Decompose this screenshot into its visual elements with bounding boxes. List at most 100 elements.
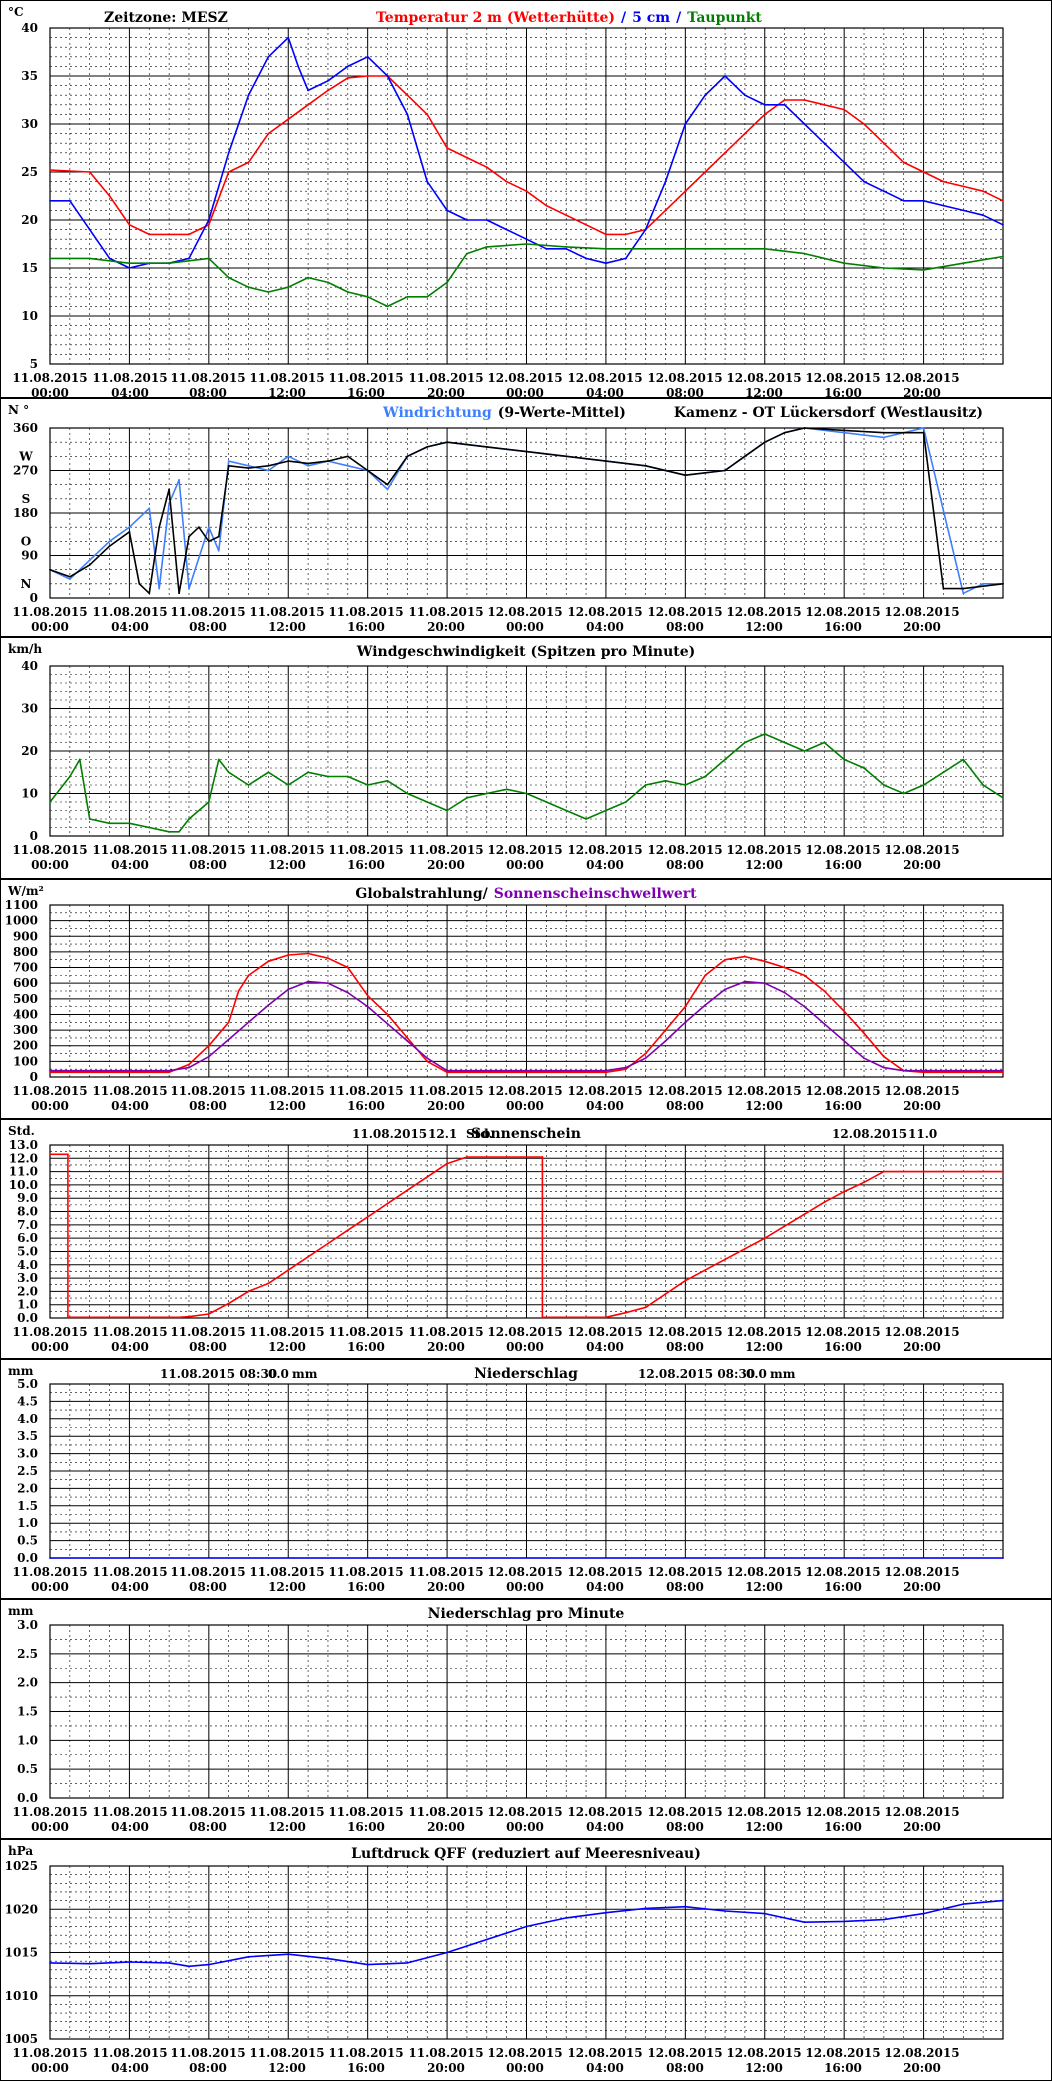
x-tick-date: 11.08.2015	[12, 371, 87, 385]
x-tick-time: 08:00	[189, 1340, 227, 1354]
data-point	[108, 822, 111, 825]
y-tick-label: 100	[13, 1054, 38, 1068]
x-tick-date: 11.08.2015	[328, 2046, 403, 2060]
data-point	[803, 974, 806, 977]
y-tick-label: 0	[30, 591, 38, 605]
data-point	[49, 199, 51, 202]
data-point	[227, 171, 230, 173]
data-point	[664, 1029, 667, 1031]
data-point	[704, 1004, 707, 1006]
data-point	[406, 94, 409, 97]
data-point	[307, 464, 310, 467]
x-tick-time: 16:00	[347, 1580, 385, 1594]
data-point	[327, 982, 329, 985]
x-tick-time: 12:00	[745, 1340, 783, 1354]
x-tick-time: 00:00	[506, 1580, 544, 1594]
data-point	[446, 1069, 448, 1072]
title-part: Luftdruck QFF (reduziert auf Meeresnivea…	[351, 1846, 701, 1862]
x-tick-date: 11.08.2015	[170, 605, 245, 619]
data-point	[237, 990, 240, 992]
data-point	[128, 526, 131, 529]
data-point	[485, 1156, 488, 1158]
data-point	[327, 1242, 329, 1245]
x-tick-date: 12.08.2015	[805, 1565, 880, 1579]
x-tick-time: 20:00	[903, 386, 941, 400]
x-tick-date: 11.08.2015	[249, 1565, 324, 1579]
data-point	[505, 228, 508, 231]
data-point	[446, 809, 448, 812]
x-tick-time: 04:00	[111, 1099, 149, 1113]
data-point	[247, 1955, 250, 1958]
x-tick-time: 04:00	[586, 1340, 624, 1354]
data-point	[287, 1953, 290, 1956]
y-tick-label: 40	[21, 659, 38, 673]
x-tick-time: 04:00	[586, 858, 624, 872]
data-point	[962, 209, 965, 212]
x-tick-time: 12:00	[268, 2061, 306, 2075]
x-tick-date: 11.08.2015	[249, 371, 324, 385]
y-tick-label: 0.5	[17, 1762, 38, 1776]
x-tick-time: 08:00	[666, 858, 704, 872]
data-point	[763, 733, 766, 735]
data-point	[466, 796, 468, 799]
data-point	[843, 1040, 846, 1042]
data-point	[327, 79, 329, 82]
data-point	[49, 1071, 51, 1074]
unit-label: mm	[8, 1604, 34, 1618]
data-point	[426, 1057, 429, 1060]
data-point	[485, 445, 488, 448]
data-point	[942, 587, 945, 590]
x-tick-date: 11.08.2015	[92, 1565, 167, 1579]
x-tick-date: 12.08.2015	[805, 1325, 880, 1339]
data-point	[297, 65, 300, 68]
chart-title: Globalstrahlung/Sonnenscheinschwellwert	[355, 886, 697, 902]
data-point	[485, 792, 488, 795]
data-point	[1002, 199, 1004, 202]
x-tick-time: 16:00	[824, 858, 862, 872]
x-tick-time: 12:00	[268, 1340, 306, 1354]
data-point	[426, 113, 429, 116]
data-point	[406, 1961, 409, 1964]
y-tick-label: 1005	[5, 2032, 38, 2046]
x-tick-time: 00:00	[31, 1099, 69, 1113]
data-point	[942, 204, 945, 207]
data-point	[207, 1055, 210, 1058]
data-point	[207, 1963, 210, 1966]
y-tick-label: 360	[13, 421, 38, 435]
data-point	[386, 1202, 389, 1205]
x-tick-time: 04:00	[111, 620, 149, 634]
data-point	[426, 1176, 429, 1178]
y-tick-label: 2.0	[17, 1481, 38, 1495]
data-point	[565, 247, 568, 250]
data-point	[505, 1156, 508, 1158]
data-point	[466, 156, 468, 159]
data-point	[406, 1040, 409, 1042]
y-tick-label: 30	[21, 702, 38, 716]
plot-frame	[49, 1624, 1004, 1799]
x-tick-time: 20:00	[427, 386, 465, 400]
x-tick-time: 20:00	[903, 1580, 941, 1594]
data-point	[168, 1069, 171, 1072]
data-point	[1002, 255, 1004, 258]
x-tick-time: 20:00	[903, 858, 941, 872]
x-tick-date: 11.08.2015	[328, 371, 403, 385]
data-point	[982, 784, 985, 786]
data-point	[247, 1021, 250, 1024]
chart-precip_minute: 0.0 0.5 1.0 1.5 2.0 2.5 3.0mm Niederschlag pro …	[0, 1599, 1052, 1839]
data-point	[565, 809, 568, 812]
data-point	[227, 771, 230, 774]
data-point	[247, 467, 250, 470]
y-tick-label: 4.0	[17, 1258, 38, 1272]
x-tick-time: 16:00	[347, 1340, 385, 1354]
x-tick-time: 16:00	[347, 386, 385, 400]
data-point	[426, 445, 429, 448]
summary-value: 0.0	[746, 1367, 767, 1381]
data-point	[406, 113, 409, 116]
data-point	[803, 123, 806, 125]
x-tick-time: 00:00	[506, 1340, 544, 1354]
data-point	[644, 1057, 647, 1060]
data-point	[267, 960, 270, 963]
title-part: Globalstrahlung/	[355, 886, 488, 902]
data-point	[803, 1005, 806, 1008]
